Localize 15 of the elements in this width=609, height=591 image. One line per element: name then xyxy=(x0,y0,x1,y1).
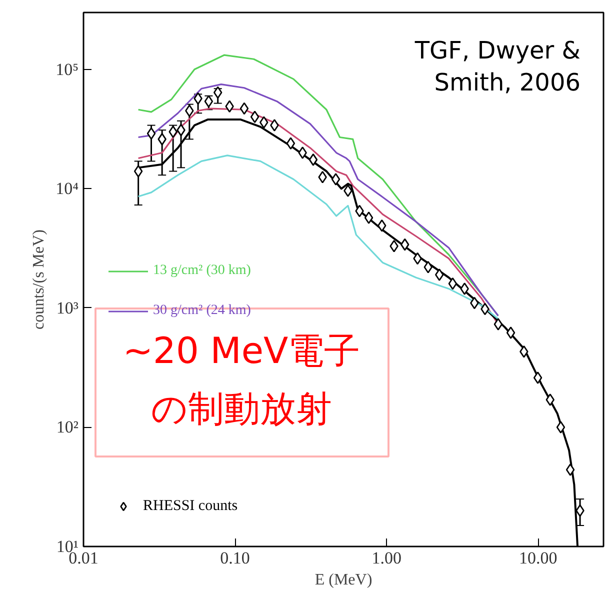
legend-label: RHESSI counts xyxy=(143,498,238,514)
annotation: の制動放射 xyxy=(151,389,332,430)
y-axis-title: counts/(s MeV) xyxy=(30,230,48,330)
y-tick-label: 10³ xyxy=(56,298,79,318)
legend-label: 30 g/cm² (24 km) xyxy=(153,303,251,319)
x-tick-label: 0.10 xyxy=(220,548,250,568)
x-tick-label: 1.00 xyxy=(372,548,402,568)
x-tick-label: 10.00 xyxy=(519,548,558,568)
y-tick-label: 10² xyxy=(56,418,79,437)
x-axis-title: E (MeV) xyxy=(314,572,372,588)
annotation: TGF, Dwyer & Smith, 2006 xyxy=(414,36,581,97)
annotation: ~20 MeV電子 xyxy=(122,331,360,372)
y-tick-label: 10⁴ xyxy=(56,179,79,198)
y-tick-label: 10⁵ xyxy=(56,60,79,79)
legend-label: 13 g/cm² (30 km) xyxy=(153,263,251,279)
